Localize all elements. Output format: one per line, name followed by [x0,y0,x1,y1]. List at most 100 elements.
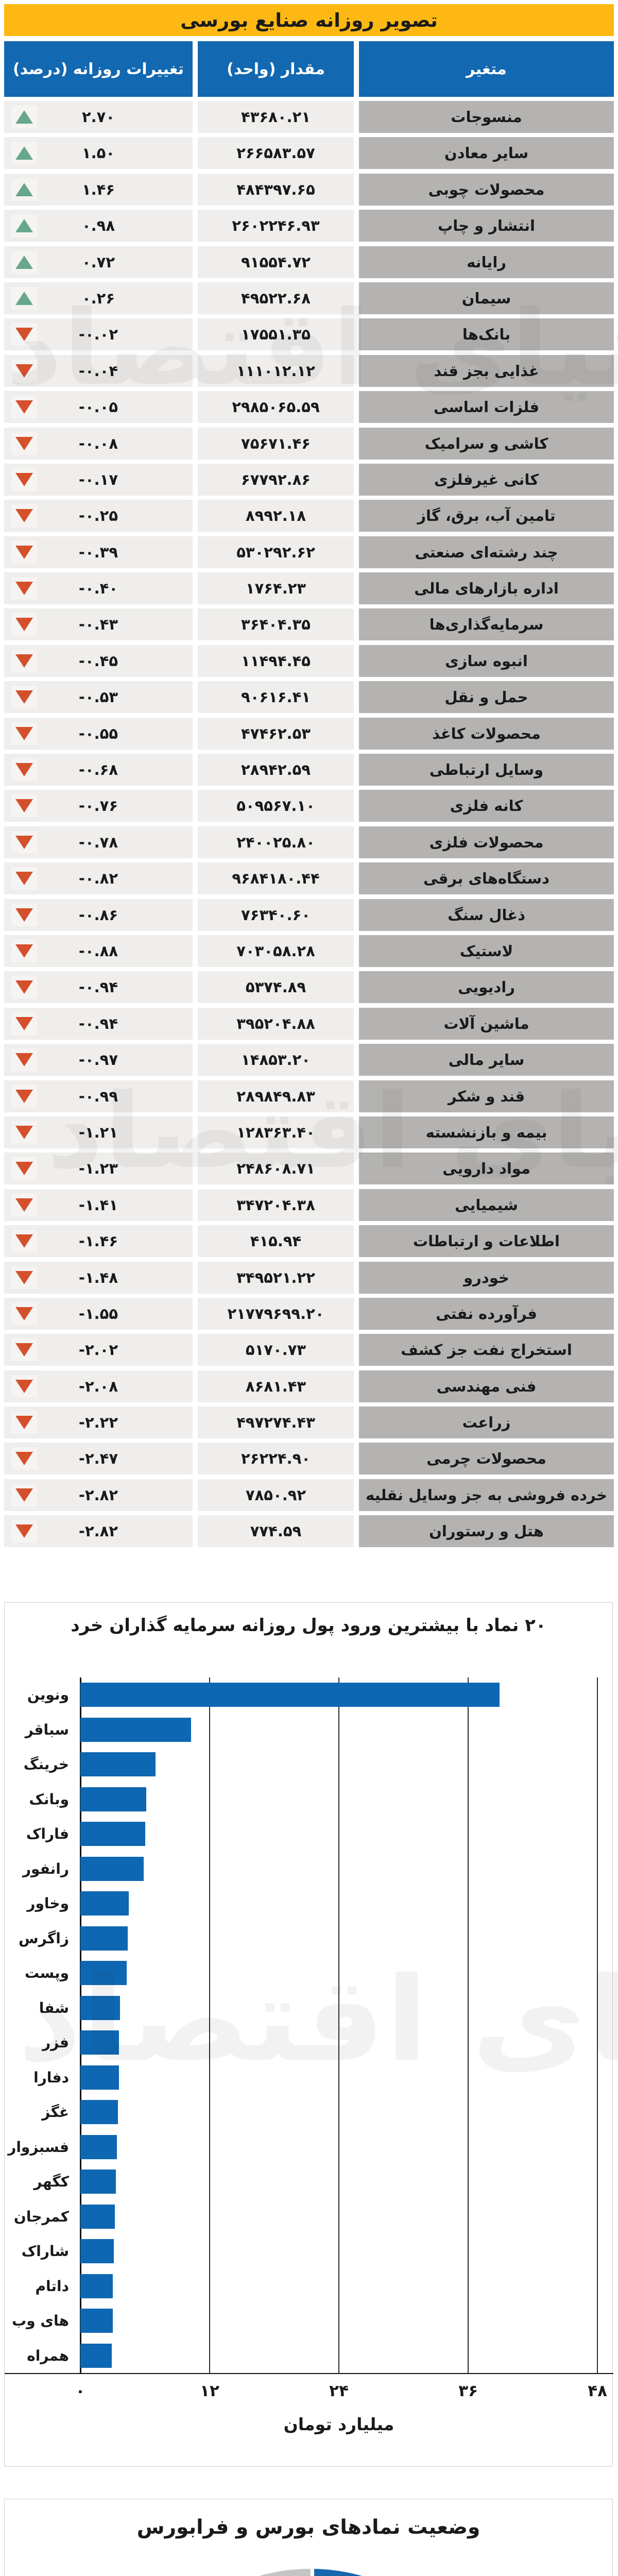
row-value-text: ۹۰۶۱۶.۴۱ [241,688,311,706]
row-value-text: ۷۷۴.۵۹ [250,1522,302,1540]
table-rows: منسوجات ۴۳۶۸۰.۲۱ ۲.۷۰ سایر معادن ۲۶۶۵۸۳.… [4,101,614,1548]
down-triangle-icon [15,726,33,740]
column-header-variable: متغیر [359,41,614,97]
row-change-text: -۰.۰۵ [78,398,118,416]
row-change-text: -۰.۹۷ [78,1051,118,1069]
table-row: سرمایه‌گذاری‌ها ۳۶۴۰۴.۳۵ -۰.۴۳ [4,608,614,641]
row-value-text: ۴۹۵۲۲.۶۸ [241,289,311,307]
bar-row: سباقر [5,1713,613,1748]
row-value-text: ۷۰۳۰۵۸.۲۸ [236,942,315,960]
bar [80,1787,146,1811]
down-triangle-icon [15,1452,33,1466]
row-variable-name: رادیویی [359,971,614,1004]
table-row: اطلاعات و ارتباطات ۴۱۵.۹۴ -۱.۴۶ [4,1225,614,1258]
row-change: -۲.۸۲ [4,1515,193,1548]
x-tick-label: ۰ [75,2382,85,2400]
row-variable-name: شیمیایی [359,1189,614,1221]
row-change: -۰.۷۸ [4,826,193,858]
row-variable-name: هتل و رستوران [359,1515,614,1548]
row-variable-name: لاستیک [359,935,614,967]
row-change: -۰.۹۴ [4,1007,193,1040]
bar-category-label: شفا [39,1999,69,2016]
row-change: -۰.۱۷ [4,463,193,496]
row-value: ۱۷۶۴.۲۳ [198,572,354,605]
row-change: -۱.۴۱ [4,1189,193,1221]
row-variable-name: غذایی بجز قند [359,354,614,387]
row-value-text: ۴۸۴۳۹۷.۶۵ [236,180,315,198]
bar-chart-xlabel: میلیارد تومان [283,2414,394,2434]
row-change: -۰.۹۴ [4,971,193,1004]
row-change: ۰.۹۸ [4,210,193,242]
bar-row: ونوین [5,1677,613,1713]
row-variable-name: انتشار و چاپ [359,210,614,242]
table-row: سیمان ۴۹۵۲۲.۶۸ ۰.۲۶ [4,282,614,314]
row-value: ۲۶۰۲۲۴۶.۹۳ [198,210,354,242]
table-row: بانک‌ها ۱۷۵۵۱.۳۵ -۰.۰۲ [4,318,614,351]
table-row: انتشار و چاپ ۲۶۰۲۲۴۶.۹۳ ۰.۹۸ [4,210,614,242]
down-triangle-icon [15,1053,33,1067]
down-triangle-icon [15,1524,33,1538]
row-variable-name: رایانه [359,246,614,278]
row-change-text: -۲.۴۷ [78,1450,118,1468]
bar [80,1717,192,1742]
down-triangle-icon [15,654,33,668]
row-variable-name: سایر معادن [359,137,614,170]
table-row: قند و شکر ۲۸۹۸۴۹.۸۳ -۰.۹۹ [4,1080,614,1112]
row-value: ۱۱۱۰۱۲.۱۲ [198,354,354,387]
bar [80,1752,156,1777]
row-change-text: -۰.۸۸ [78,942,118,960]
row-change-text: -۰.۷۶ [78,797,118,815]
bar-row: فزر [5,2025,613,2060]
table-row: رادیویی ۵۳۷۴.۸۹ -۰.۹۴ [4,971,614,1004]
row-value-text: ۹۱۵۵۴.۷۲ [241,253,311,271]
bar-category-label: داتام [35,2277,69,2295]
bar-row: کگهر [5,2164,613,2199]
bar-category-label: خرینگ [23,1756,69,1773]
pie-chart-section: وضعیت نمادهای بورس و فرابورس ۳۳% ۵۴% ۱۳%… [4,2499,613,2576]
row-value: ۴۸۴۳۹۷.۶۵ [198,173,354,206]
row-value-text: ۲۶۶۵۸۳.۵۷ [236,144,315,162]
row-variable-name: ماشین آلات [359,1007,614,1040]
bar [80,1891,129,1916]
down-triangle-icon [15,1234,33,1248]
row-change: -۰.۰۴ [4,354,193,387]
table-row: کانی غیرفلزی ۶۷۷۹۲.۸۶ -۰.۱۷ [4,463,614,496]
row-value-text: ۱۴۸۵۳.۲۰ [241,1051,311,1069]
y-axis-line [80,1677,81,2373]
row-change: -۲.۸۲ [4,1479,193,1511]
row-change-text: ۲.۷۰ [81,108,115,126]
row-value-text: ۶۷۷۹۲.۸۶ [241,470,311,488]
down-triangle-icon [15,1198,33,1212]
industry-table-section: تصویر روزانه صنایع بورسی متغیر مقدار (وا… [4,4,614,1552]
row-change: -۰.۹۹ [4,1080,193,1112]
row-change-text: -۲.۰۸ [78,1377,118,1395]
table-row: چند رشته‌ای صنعتی ۵۳۰۲۹۲.۶۲ -۰.۳۹ [4,536,614,568]
bar-chart-xticks: ۰ ۱۲ ۲۴ ۳۶ ۴۸ [5,2382,613,2402]
row-variable-name: چند رشته‌ای صنعتی [359,536,614,568]
row-value-text: ۱۷۶۴.۲۳ [245,580,306,598]
row-variable-name: مواد دارویی [359,1153,614,1185]
row-value: ۳۴۹۵۲۱.۲۲ [198,1261,354,1294]
row-variable-name: ذغال سنگ [359,899,614,931]
row-change-text: ۰.۷۲ [81,253,115,271]
down-triangle-icon [15,1379,33,1393]
row-value: ۲۴۸۶۰۸.۷۱ [198,1153,354,1185]
bar-row: وبانک [5,1782,613,1817]
row-change-text: -۰.۹۴ [78,978,118,996]
row-variable-name: محصولات کاغذ [359,717,614,750]
bar-category-label: رانفور [22,1860,69,1877]
bar-row: فسبزوار [5,2130,613,2165]
table-row: حمل و نقل ۹۰۶۱۶.۴۱ -۰.۵۳ [4,681,614,714]
row-change: -۱.۲۱ [4,1116,193,1148]
x-tick-label: ۱۲ [200,2382,219,2400]
row-value: ۳۴۷۲۰۴.۳۸ [198,1189,354,1221]
bar-chart-plot: ونوین سباقر خرینگ وبانک فاراک رانفور وخا… [5,1677,613,2374]
table-row: محصولات کاغذ ۴۷۴۶۲.۵۳ -۰.۵۵ [4,717,614,750]
row-variable-name: اداره بازارهای مالی [359,572,614,605]
row-change-text: -۰.۴۳ [78,616,118,634]
row-value: ۲۴۰۰۲۵.۸۰ [198,826,354,858]
down-triangle-icon [15,364,33,378]
row-change-text: -۰.۴۰ [78,580,118,598]
bar [80,1822,145,1846]
bar-category-label: فسبزوار [8,2138,69,2156]
